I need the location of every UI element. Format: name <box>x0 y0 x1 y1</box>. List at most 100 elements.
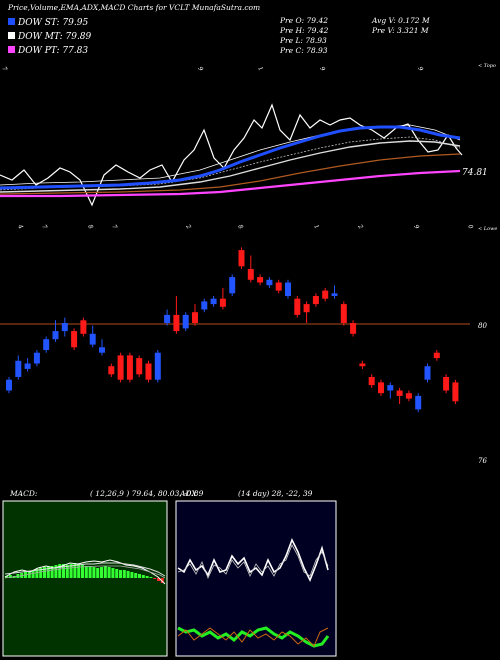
candle-body <box>52 331 59 340</box>
candle-body <box>331 293 338 296</box>
macd-histogram-bar <box>88 566 92 578</box>
candle-body <box>164 314 171 323</box>
candle-body <box>285 282 291 296</box>
macd-histogram-bar <box>62 564 65 578</box>
price-date-label-7: 1 <box>312 224 320 231</box>
price-date-label-1: 4 <box>16 223 25 231</box>
macd-signal-line <box>4 562 166 577</box>
candle-body <box>322 290 329 299</box>
candle-body <box>378 382 384 394</box>
price-date-label-9: 9 <box>412 224 420 231</box>
macd-histogram-bar <box>157 578 160 581</box>
macd-histogram-bar <box>58 564 62 578</box>
macd-params: ( 12,26,9 ) 79.64, 80.03, -0.89 <box>90 489 204 498</box>
candlestick-series <box>6 247 459 413</box>
macd-histogram-bar <box>134 573 138 578</box>
macd-histogram-bar <box>119 570 122 578</box>
macd-histogram-bar <box>84 566 88 578</box>
macd-histogram-bar <box>31 570 35 578</box>
candle-body <box>173 314 180 332</box>
legend: DOW ST: 79.95 DOW MT: 79.89 DOW PT: 77.8… <box>8 18 92 56</box>
candle-body <box>80 320 87 334</box>
candle-body <box>108 366 115 375</box>
macd-histogram-bar <box>65 565 69 578</box>
price-date-label-5: 2 <box>184 223 193 231</box>
macd-histogram-bar <box>141 575 145 578</box>
candle-body <box>238 250 245 267</box>
candle-body <box>117 355 124 380</box>
stat-pre-volume: Pre V: 3.321 M <box>371 26 429 35</box>
candle-body <box>257 277 264 283</box>
candle-body <box>387 385 394 391</box>
candle-body <box>368 377 375 386</box>
candle-body <box>303 304 310 313</box>
macd-histogram-bar <box>145 576 149 578</box>
legend-label-mt: DOW MT: 79.89 <box>17 32 92 42</box>
stat-open: Pre O: 79.42 <box>279 16 328 25</box>
candle-body <box>71 331 78 348</box>
adx-panel: ADX (14 day) 28, -22, 39 <box>175 489 337 657</box>
macd-title: MACD: <box>9 489 38 498</box>
macd-histogram-bar <box>35 569 39 578</box>
macd-histogram-bar <box>73 563 77 578</box>
macd-histogram-bar <box>153 578 157 579</box>
candle-body <box>154 352 161 380</box>
macd-histogram-bar <box>77 564 81 578</box>
macd-frame <box>2 500 168 657</box>
price-date-label-3: 8 <box>86 224 94 231</box>
macd-histogram-bar <box>96 568 100 578</box>
macd-histogram-bar <box>122 570 126 578</box>
candle-body <box>136 358 143 375</box>
macd-histogram-bar <box>126 571 130 578</box>
macd-histogram-bar <box>8 575 12 578</box>
candle-body <box>443 377 450 391</box>
ema-dow-st-line <box>0 125 461 190</box>
legend-swatch-st <box>8 18 15 25</box>
ema-date-label-5: 9 <box>416 66 424 73</box>
ema-corner-label: < Topo <box>478 63 496 69</box>
adx-di-minus-line <box>177 627 329 647</box>
macd-histogram-bar <box>138 574 141 578</box>
price-axis-label-76: 76 <box>478 457 487 465</box>
candle-body <box>61 323 68 332</box>
stat-low: Pre L: 78.93 <box>279 36 327 45</box>
macd-histogram-bar <box>107 567 111 578</box>
macd-signal-line-2 <box>4 565 166 579</box>
macd-histogram-bar <box>103 566 107 578</box>
candle-body <box>33 352 40 364</box>
ema-panel: < Topo 7 9 1 9 9 74.81 <box>0 63 496 207</box>
price-date-label-10: 0 <box>466 224 474 231</box>
legend-label-pt: DOW PT: 77.83 <box>17 46 88 56</box>
adx-title: ADX <box>179 489 197 498</box>
macd-histogram-bar <box>160 578 164 583</box>
ema-long-line <box>0 153 461 195</box>
candle-body <box>359 363 366 367</box>
candle-body <box>247 269 254 280</box>
candle-body <box>312 296 319 305</box>
candle-body <box>405 393 412 399</box>
macd-histogram-bar <box>81 565 84 578</box>
ema-mid-band <box>0 136 461 191</box>
macd-histogram-bar <box>111 568 115 578</box>
macd-histogram-bar <box>43 567 46 578</box>
ema-dow-mt-line <box>0 140 461 193</box>
stat-close: Pre C: 78.93 <box>279 46 328 55</box>
candle-body <box>210 298 217 305</box>
macd-histogram-bar <box>92 567 96 578</box>
candle-body <box>201 301 208 310</box>
adx-params: (14 day) 28, -22, 39 <box>238 489 313 498</box>
macd-histogram-bar <box>130 572 134 578</box>
candle-body <box>15 360 22 377</box>
candle-body <box>43 339 50 350</box>
candle-body <box>24 363 31 369</box>
ema-date-label-4: 9 <box>318 66 326 73</box>
candle-body <box>192 312 198 323</box>
adx-line <box>177 626 330 648</box>
price-date-label-2: 7 <box>40 224 48 231</box>
price-corner-label: < Lowe <box>478 226 497 232</box>
price-stats: Pre O: 79.42 Pre H: 79.42 Pre L: 78.93 P… <box>279 16 430 55</box>
price-date-label-4: 7 <box>110 224 118 231</box>
candle-body <box>182 314 189 329</box>
candle-body <box>229 277 236 294</box>
page-title: Price,Volume,EMA,ADX,MACD Charts for VCL… <box>7 3 260 12</box>
